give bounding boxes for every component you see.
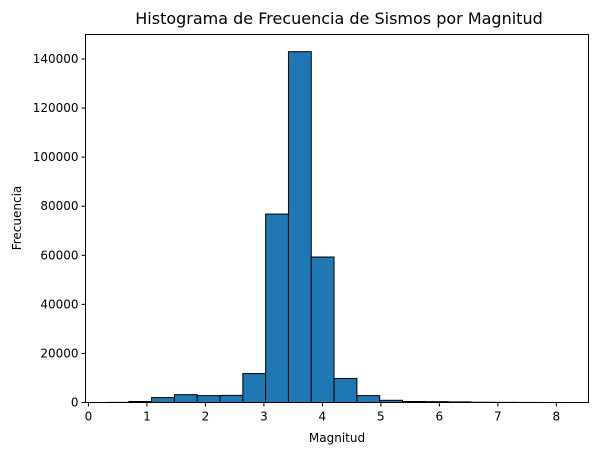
- histogram-bar-10: [333, 377, 358, 404]
- y-tick-label: 40000: [40, 297, 78, 311]
- x-tick-label: 5: [377, 410, 385, 424]
- x-tick-label: 6: [436, 410, 444, 424]
- y-tick-label: 120000: [33, 101, 79, 115]
- histogram-bar-6: [242, 373, 267, 403]
- histogram-bar-8: [287, 51, 312, 403]
- histogram-bar-3: [173, 394, 198, 403]
- x-tick-label: 4: [319, 410, 327, 424]
- y-axis-label: Frecuencia: [10, 186, 24, 251]
- x-tick-label: 1: [143, 410, 151, 424]
- y-tick-label: 60000: [40, 248, 78, 262]
- y-tick-label: 20000: [40, 346, 78, 360]
- histogram-bar-5: [219, 394, 244, 404]
- x-axis: 0 1 2 3 4 5 6 7 8: [85, 402, 561, 424]
- x-tick-label: 0: [85, 410, 93, 424]
- y-tick-label: 100000: [33, 150, 79, 164]
- histogram-bar-4: [196, 395, 221, 404]
- bars-group: [105, 51, 563, 404]
- histogram-bar-2: [151, 397, 175, 403]
- y-tick-label: 0: [71, 396, 79, 410]
- chart-title: Histograma de Frecuencia de Sismos por M…: [135, 9, 543, 28]
- histogram-bar-9: [310, 256, 335, 403]
- y-axis: 0 20000 40000 60000 80000 100000 120000 140000: [33, 52, 86, 410]
- plot-frame: [85, 34, 589, 403]
- x-tick-label: 3: [260, 410, 268, 424]
- histogram-bar-7: [265, 213, 289, 403]
- x-tick-label: 8: [553, 410, 561, 424]
- y-tick-label: 80000: [40, 199, 78, 213]
- x-axis-label: Magnitud: [309, 431, 365, 445]
- y-tick-label: 140000: [33, 52, 79, 66]
- histogram-bar-11: [356, 395, 381, 404]
- x-tick-label: 2: [202, 410, 210, 424]
- x-tick-label: 7: [494, 410, 502, 424]
